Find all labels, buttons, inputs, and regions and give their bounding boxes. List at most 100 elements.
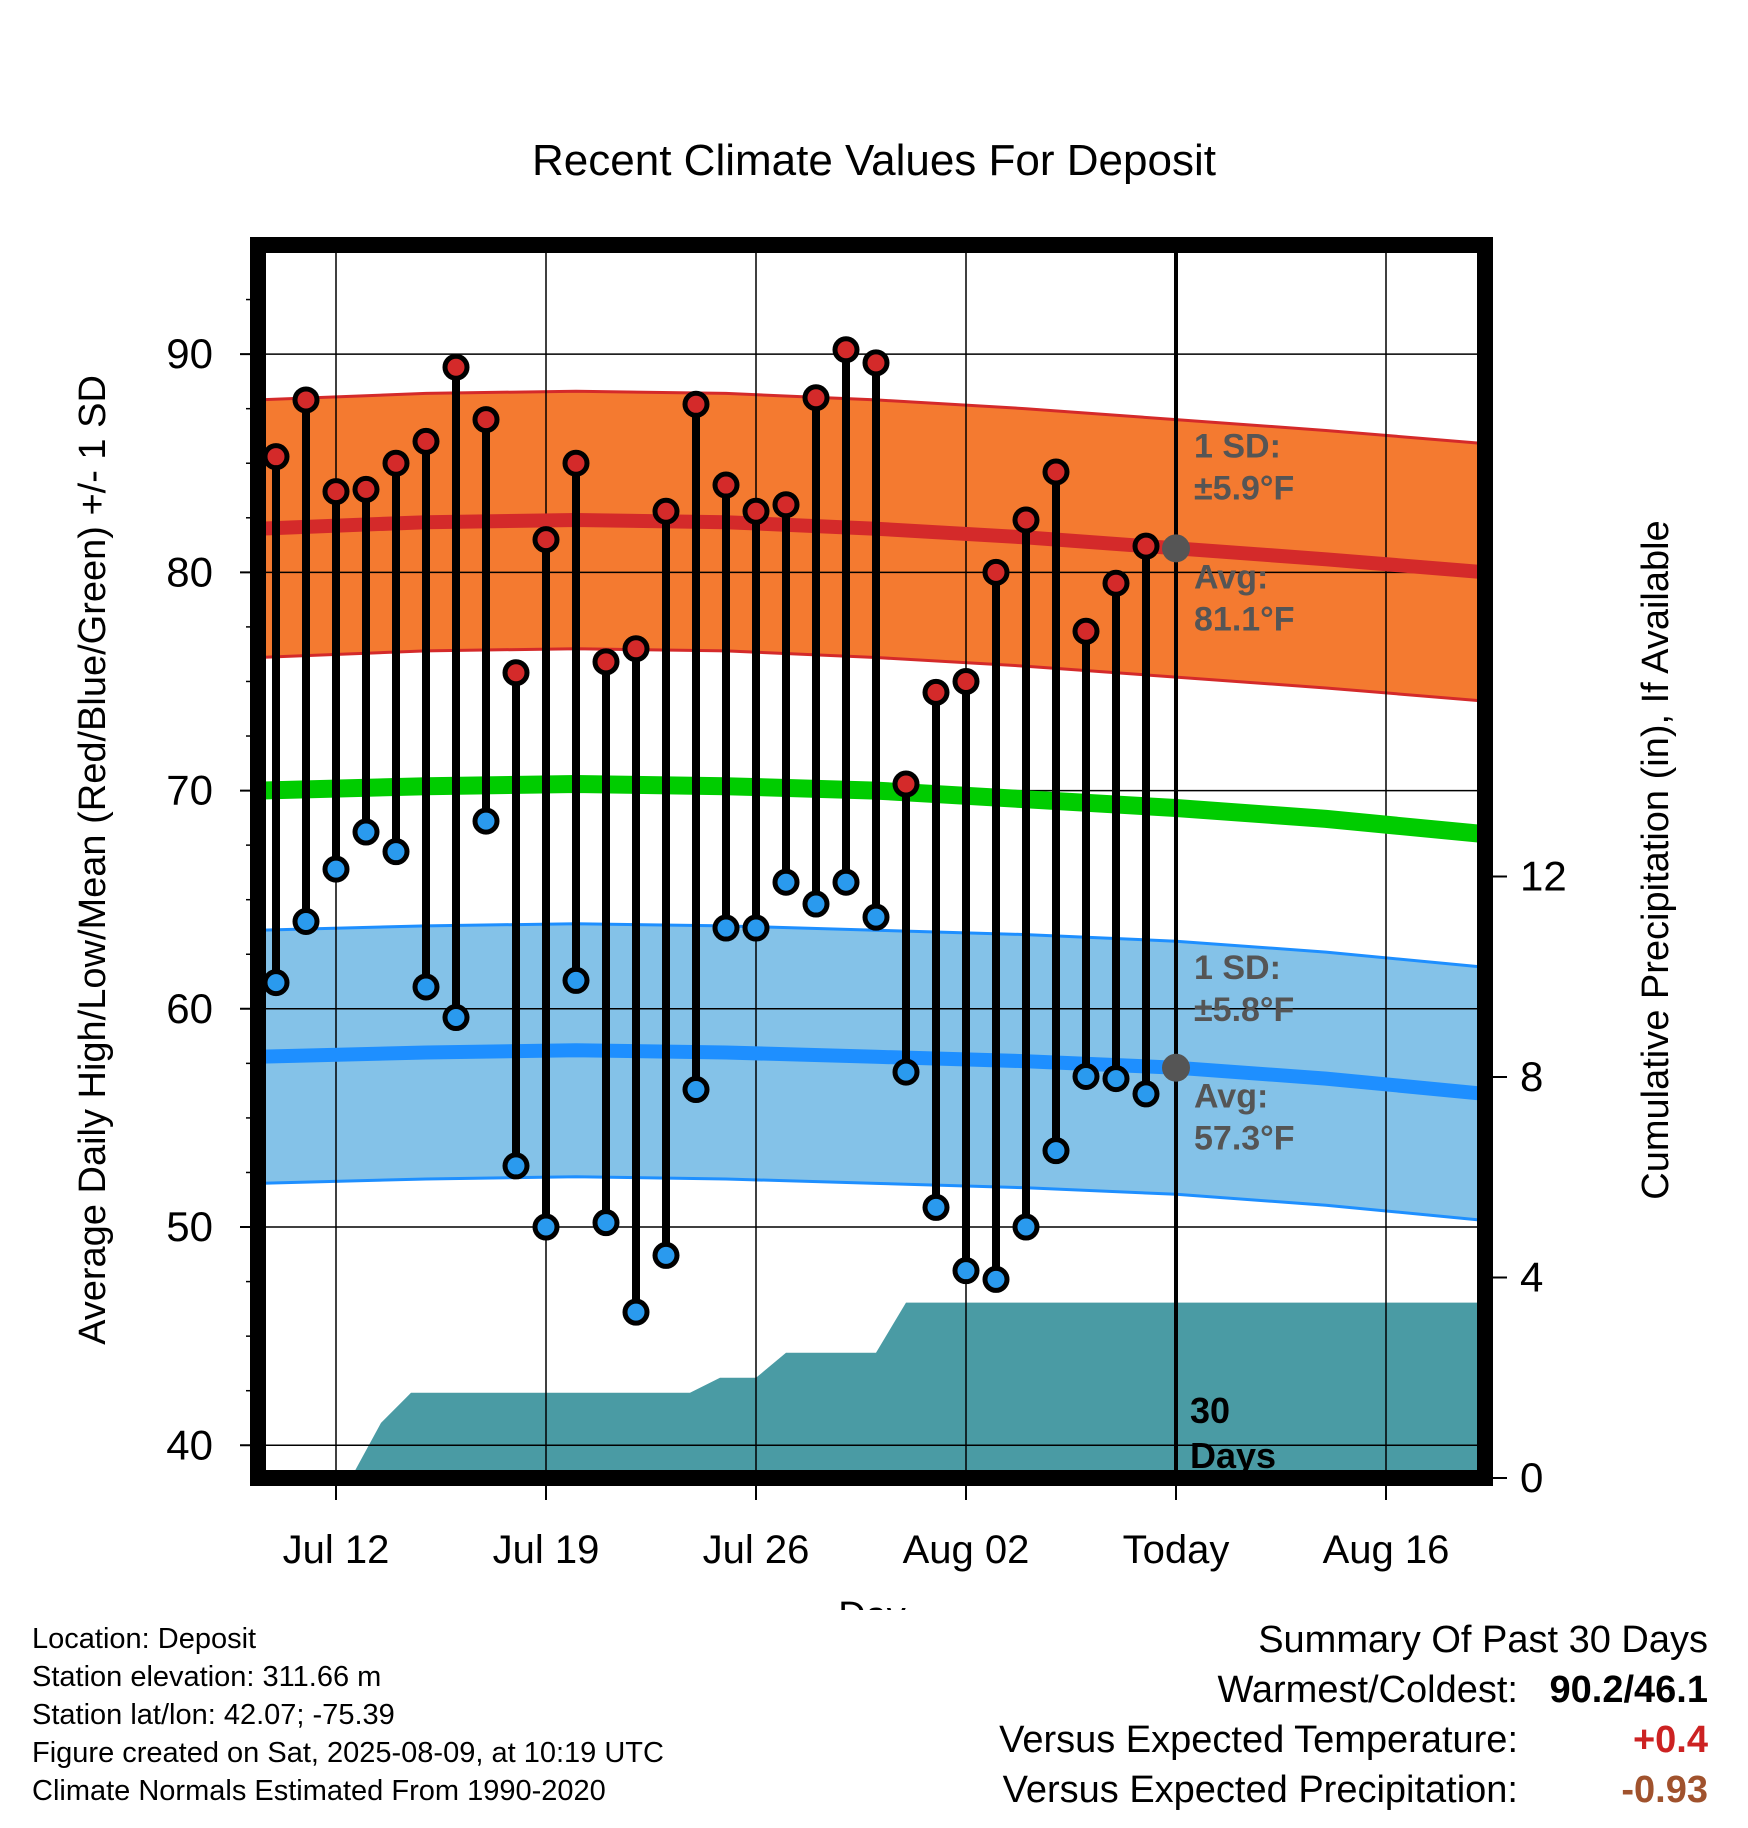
daily-high-dot (1042, 458, 1070, 486)
daily-high-dot (352, 475, 380, 503)
days-count-label: 30 (1190, 1390, 1230, 1431)
daily-high-dot (712, 471, 740, 499)
daily-high-dot (892, 770, 920, 798)
daily-high-dot (262, 443, 290, 471)
daily-high-dot (862, 349, 890, 377)
daily-low-dot (862, 903, 890, 931)
y2-tick-label: 4 (1520, 1254, 1543, 1301)
warm-cold-value: 90.2/46.1 (1549, 1669, 1708, 1711)
daily-high-dot (922, 678, 950, 706)
daily-low-dot (1072, 1062, 1100, 1090)
low-sd-band (258, 923, 1485, 1221)
info-normals: Climate Normals Estimated From 1990-2020 (32, 1775, 606, 1807)
daily-high-dot (382, 449, 410, 477)
daily-low-dot (682, 1076, 710, 1104)
daily-low-dot (1042, 1137, 1070, 1165)
precip-value: -0.93 (1621, 1769, 1708, 1811)
daily-low-dot (952, 1257, 980, 1285)
low-avg-marker (1162, 1053, 1190, 1082)
temp-label: Versus Expected Temperature: (999, 1719, 1518, 1761)
daily-low-dot (502, 1152, 530, 1180)
daily-high-dot (592, 648, 620, 676)
low-sd-value: ±5.8°F (1194, 991, 1294, 1029)
y-axis-label: Average Daily High/Low/Mean (Red/Blue/Gr… (72, 375, 114, 1345)
daily-low-dot (292, 908, 320, 936)
normal-low-line (258, 1043, 1485, 1101)
x-axis-label: Day (838, 1595, 906, 1610)
daily-high-dot (682, 390, 710, 418)
summary-precip: Versus Expected Precipitation: -0.93 (999, 1765, 1708, 1815)
annotations: 1 SD: ±5.9°F Avg: 81.1°F 1 SD: ±5.8°F Avg: 57.3… (1162, 428, 1295, 1476)
x-tick-label: Aug 02 (903, 1528, 1030, 1572)
precip-area (258, 1302, 1485, 1478)
plot-frame (250, 237, 1493, 1486)
daily-high-dot (652, 497, 680, 525)
x-tick-label: Jul 12 (283, 1528, 390, 1572)
y2-tick-label: 12 (1520, 853, 1567, 900)
daily-high-dot (622, 635, 650, 663)
summary-temp: Versus Expected Temperature: +0.4 (999, 1715, 1708, 1765)
x-tick-label: Today (1123, 1528, 1230, 1572)
daily-high-dot (802, 384, 830, 412)
daily-high-dot (532, 526, 560, 554)
daily-high-dot (502, 659, 530, 687)
daily-high-dot (1072, 617, 1100, 645)
summary-title: Summary Of Past 30 Days (1258, 1619, 1708, 1661)
daily-low-dot (352, 818, 380, 846)
daily-low-dot (982, 1265, 1010, 1293)
days-word-label: Days (1190, 1435, 1276, 1476)
daily-low-dot (652, 1241, 680, 1269)
climate-chart: Recent Climate Values For Deposit 1 SD: ±… (72, 136, 1677, 1610)
y-tick-label: 80 (166, 548, 213, 595)
warm-cold-label: Warmest/Coldest: (1217, 1669, 1518, 1711)
high-avg-marker (1162, 534, 1190, 563)
daily-high-dot (1132, 532, 1160, 560)
low-sd-lower-line (258, 1175, 1485, 1222)
low-sd-label: 1 SD: (1194, 949, 1281, 987)
y-tick-label: 90 (166, 330, 213, 377)
daily-low-dot (322, 855, 350, 883)
x-tick-label: Aug 16 (1323, 1528, 1450, 1572)
daily-low-dot (1132, 1080, 1160, 1108)
daily-low-dot (382, 838, 410, 866)
daily-low-dot (742, 914, 770, 942)
low-avg-value: 57.3°F (1194, 1120, 1295, 1158)
daily-high-dot (1012, 506, 1040, 534)
daily-low-dot (562, 966, 590, 994)
y-tick-label: 70 (166, 767, 213, 814)
daily-high-dot (832, 336, 860, 364)
daily-low-dot (472, 807, 500, 835)
info-latlon: Station lat/lon: 42.07; -75.39 (32, 1699, 395, 1731)
daily-low-dot (1102, 1065, 1130, 1093)
daily-low-dot (592, 1209, 620, 1237)
y-tick-label: 40 (166, 1421, 213, 1468)
low-avg-label: Avg: (1194, 1078, 1268, 1116)
daily-high-dot (562, 449, 590, 477)
temp-value: +0.4 (1632, 1719, 1708, 1761)
precip-label: Versus Expected Precipitation: (1002, 1769, 1518, 1811)
high-avg-value: 81.1°F (1194, 600, 1295, 638)
daily-high-dot (952, 667, 980, 695)
x-tick-label: Jul 19 (493, 1528, 600, 1572)
daily-high-dot (772, 491, 800, 519)
daily-high-dot (292, 386, 320, 414)
daily-low-dot (622, 1298, 650, 1326)
daily-low-dot (262, 969, 290, 997)
high-sd-value: ±5.9°F (1194, 470, 1294, 508)
daily-low-dot (412, 973, 440, 1001)
y2-tick-label: 0 (1520, 1454, 1543, 1501)
daily-high-dot (742, 497, 770, 525)
daily-ranges (262, 336, 1160, 1326)
plot-border (250, 237, 1493, 1486)
daily-high-dot (322, 478, 350, 506)
info-created: Figure created on Sat, 2025-08-09, at 10… (32, 1737, 664, 1769)
daily-low-dot (532, 1213, 560, 1241)
info-location: Location: Deposit (32, 1623, 257, 1655)
high-sd-band (258, 391, 1485, 702)
high-avg-label: Avg: (1194, 558, 1268, 596)
daily-high-dot (982, 558, 1010, 586)
y-tick-label: 50 (166, 1203, 213, 1250)
daily-low-dot (832, 868, 860, 896)
daily-low-dot (922, 1193, 950, 1221)
daily-low-dot (1012, 1213, 1040, 1241)
